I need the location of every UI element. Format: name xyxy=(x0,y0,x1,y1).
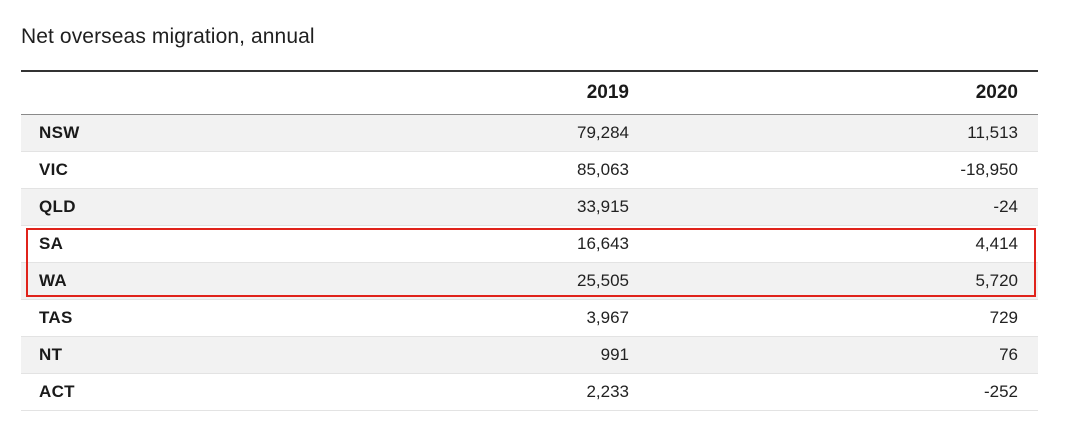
row-region-label: TAS xyxy=(21,299,361,337)
column-header-2020: 2020 xyxy=(649,72,1038,115)
row-region-label: VIC xyxy=(21,151,361,189)
cell-2019-value: 2,233 xyxy=(361,373,649,411)
row-region-label: NSW xyxy=(21,114,361,152)
cell-2019-value: 33,915 xyxy=(361,188,649,226)
table-body: NSW 79,284 11,513 VIC 85,063 -18,950 QLD 33,915… xyxy=(21,114,1038,411)
table-row: WA 25,505 5,720 xyxy=(21,262,1038,300)
table-row: TAS 3,967 729 xyxy=(21,299,1038,337)
cell-2020-value: 4,414 xyxy=(649,225,1038,263)
cell-2020-value: -18,950 xyxy=(649,151,1038,189)
table-row: NSW 79,284 11,513 xyxy=(21,114,1038,152)
row-region-label: ACT xyxy=(21,373,361,411)
column-header-2019: 2019 xyxy=(361,72,649,115)
row-region-label: WA xyxy=(21,262,361,300)
cell-2020-value: 5,720 xyxy=(649,262,1038,300)
cell-2019-value: 79,284 xyxy=(361,114,649,152)
chart-title: Net overseas migration, annual xyxy=(21,25,315,48)
cell-2019-value: 85,063 xyxy=(361,151,649,189)
column-header-region xyxy=(21,72,361,115)
cell-2020-value: -252 xyxy=(649,373,1038,411)
table-row: VIC 85,063 -18,950 xyxy=(21,151,1038,189)
table-header-row: 2019 2020 xyxy=(21,72,1038,115)
table-row: QLD 33,915 -24 xyxy=(21,188,1038,226)
cell-2020-value: -24 xyxy=(649,188,1038,226)
cell-2020-value: 729 xyxy=(649,299,1038,337)
table-row: SA 16,643 4,414 xyxy=(21,225,1038,263)
header-rule xyxy=(21,70,1038,72)
table-row: ACT 2,233 -252 xyxy=(21,373,1038,411)
table-row: NT 991 76 xyxy=(21,336,1038,374)
row-region-label: QLD xyxy=(21,188,361,226)
cell-2020-value: 76 xyxy=(649,336,1038,374)
cell-2020-value: 11,513 xyxy=(649,114,1038,152)
row-region-label: SA xyxy=(21,225,361,263)
cell-2019-value: 16,643 xyxy=(361,225,649,263)
cell-2019-value: 25,505 xyxy=(361,262,649,300)
cell-2019-value: 3,967 xyxy=(361,299,649,337)
row-region-label: NT xyxy=(21,336,361,374)
migration-table: 2019 2020 NSW 79,284 11,513 VIC 85,063 -18,95… xyxy=(21,72,1038,411)
cell-2019-value: 991 xyxy=(361,336,649,374)
